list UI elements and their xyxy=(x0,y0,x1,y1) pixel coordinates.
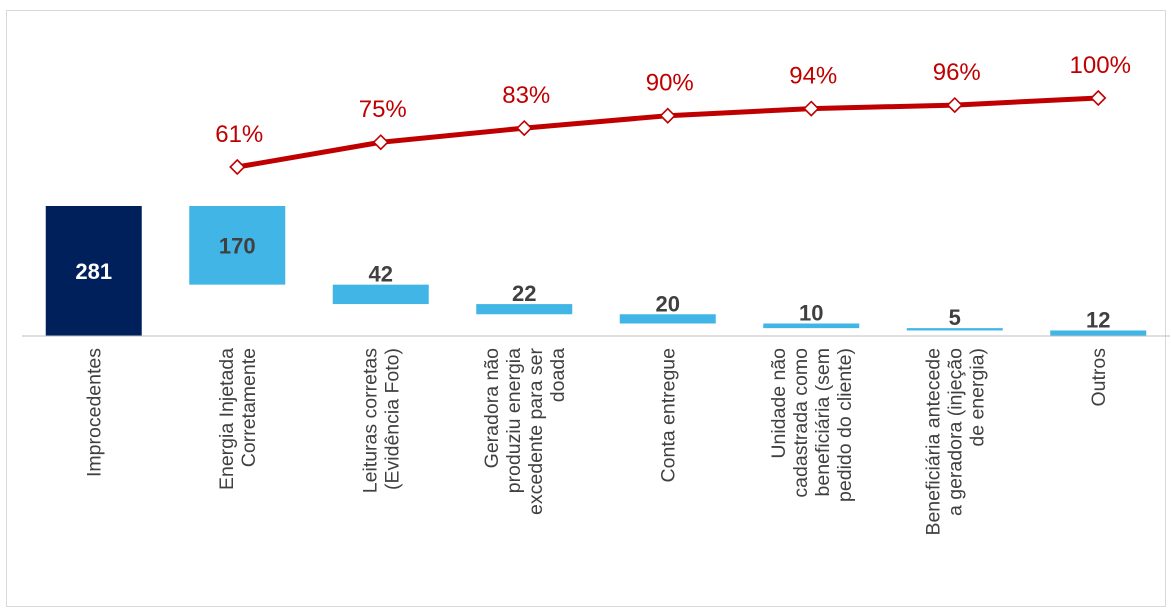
category-label-line: (Evidência Foto) xyxy=(382,348,404,490)
bar-0 xyxy=(45,206,142,336)
bar-labels-layer: 281 170 42 22 20 10 5 12 xyxy=(75,233,1110,332)
category-labels-layer: Improcedentes Energia InjetadaCorretament… xyxy=(84,348,1110,536)
cumulative-pct-label: 83% xyxy=(502,82,550,109)
category-label-text: Energia InjetadaCorretamente xyxy=(216,348,260,490)
category-label-line: a geradora (injeção xyxy=(945,348,967,516)
bar-value-label: 12 xyxy=(1086,307,1110,332)
cumulative-pct-label: 96% xyxy=(933,59,981,86)
category-label-2: Leituras corretas(Evidência Foto) xyxy=(360,348,404,493)
category-label-line: Outros xyxy=(1088,348,1110,407)
bar-value-label: 42 xyxy=(369,262,393,287)
category-label-5: Unidade nãocadastrada comobeneficiária (… xyxy=(768,348,856,502)
category-label-line: Leituras corretas xyxy=(360,348,382,493)
category-label-line: Unidade não xyxy=(768,348,790,459)
cumulative-marker xyxy=(1090,89,1107,107)
cumulative-pct-label: 61% xyxy=(215,121,263,148)
cumulative-marker xyxy=(372,134,389,151)
category-label-line: doada xyxy=(547,348,569,402)
category-label-line: pedido do cliente) xyxy=(834,348,856,502)
category-label-line: Corretamente xyxy=(238,348,260,467)
category-label-line: Improcedentes xyxy=(84,348,106,477)
bar-value-label: 22 xyxy=(512,281,536,306)
bar-3 xyxy=(476,304,573,315)
category-label-line: Energia Injetada xyxy=(216,348,238,490)
category-label-text: Conta entregue xyxy=(658,348,680,482)
cumulative-marker xyxy=(516,119,533,137)
category-label-line: Conta entregue xyxy=(658,348,680,482)
cumulative-pct-label: 94% xyxy=(789,63,837,90)
cumulative-marker xyxy=(946,96,963,114)
bar-7 xyxy=(1050,330,1147,336)
category-label-line: Geradora não xyxy=(481,348,503,468)
bar-value-label: 20 xyxy=(656,291,680,316)
category-label-text: Unidade nãocadastrada comobeneficiária (… xyxy=(768,348,856,502)
cumulative-pct-label: 75% xyxy=(359,96,407,123)
category-label-3: Geradora nãoproduziu energiaexcedente pa… xyxy=(481,348,569,515)
category-label-text: Geradora nãoproduziu energiaexcedente pa… xyxy=(481,348,569,515)
cumulative-marker xyxy=(803,100,820,117)
category-label-4: Conta entregue xyxy=(658,348,680,482)
cumulative-marker xyxy=(229,158,246,176)
bar-5 xyxy=(763,323,860,329)
bar-value-label: 10 xyxy=(799,301,823,326)
bar-value-label: 281 xyxy=(75,259,112,284)
bar-2 xyxy=(332,284,429,305)
category-label-line: excedente para ser xyxy=(525,348,547,515)
category-label-6: Beneficiária antecedea geradora (injeção… xyxy=(923,348,989,536)
cumulative-pct-label: 90% xyxy=(646,70,694,97)
category-label-text: Improcedentes xyxy=(84,348,106,477)
bar-value-label: 170 xyxy=(219,233,256,258)
category-label-line: beneficiária (sem xyxy=(812,348,834,496)
bar-value-label: 5 xyxy=(949,305,961,330)
category-label-line: produziu energia xyxy=(503,348,525,493)
bar-6 xyxy=(906,328,1003,331)
pareto-line-layer: 61% 75% 83% 90% 94% 96% 100% xyxy=(215,52,1131,176)
category-label-text: Leituras corretas(Evidência Foto) xyxy=(360,348,404,493)
category-label-line: Beneficiária antecede xyxy=(923,348,945,536)
category-label-0: Improcedentes xyxy=(84,348,106,477)
chart-frame xyxy=(6,10,1166,607)
category-label-text: Beneficiária antecedea geradora (injeção… xyxy=(923,348,989,536)
cumulative-pct-label: 100% xyxy=(1070,52,1131,79)
category-label-text: Outros xyxy=(1088,348,1110,407)
bar-1 xyxy=(189,206,286,285)
category-label-7: Outros xyxy=(1088,348,1110,407)
bar-4 xyxy=(619,314,716,324)
category-label-line: cadastrada como xyxy=(790,348,812,498)
bars-layer xyxy=(45,206,1147,336)
category-label-1: Energia InjetadaCorretamente xyxy=(216,348,260,490)
category-label-line: de energia) xyxy=(967,348,989,447)
cumulative-marker xyxy=(659,107,676,124)
